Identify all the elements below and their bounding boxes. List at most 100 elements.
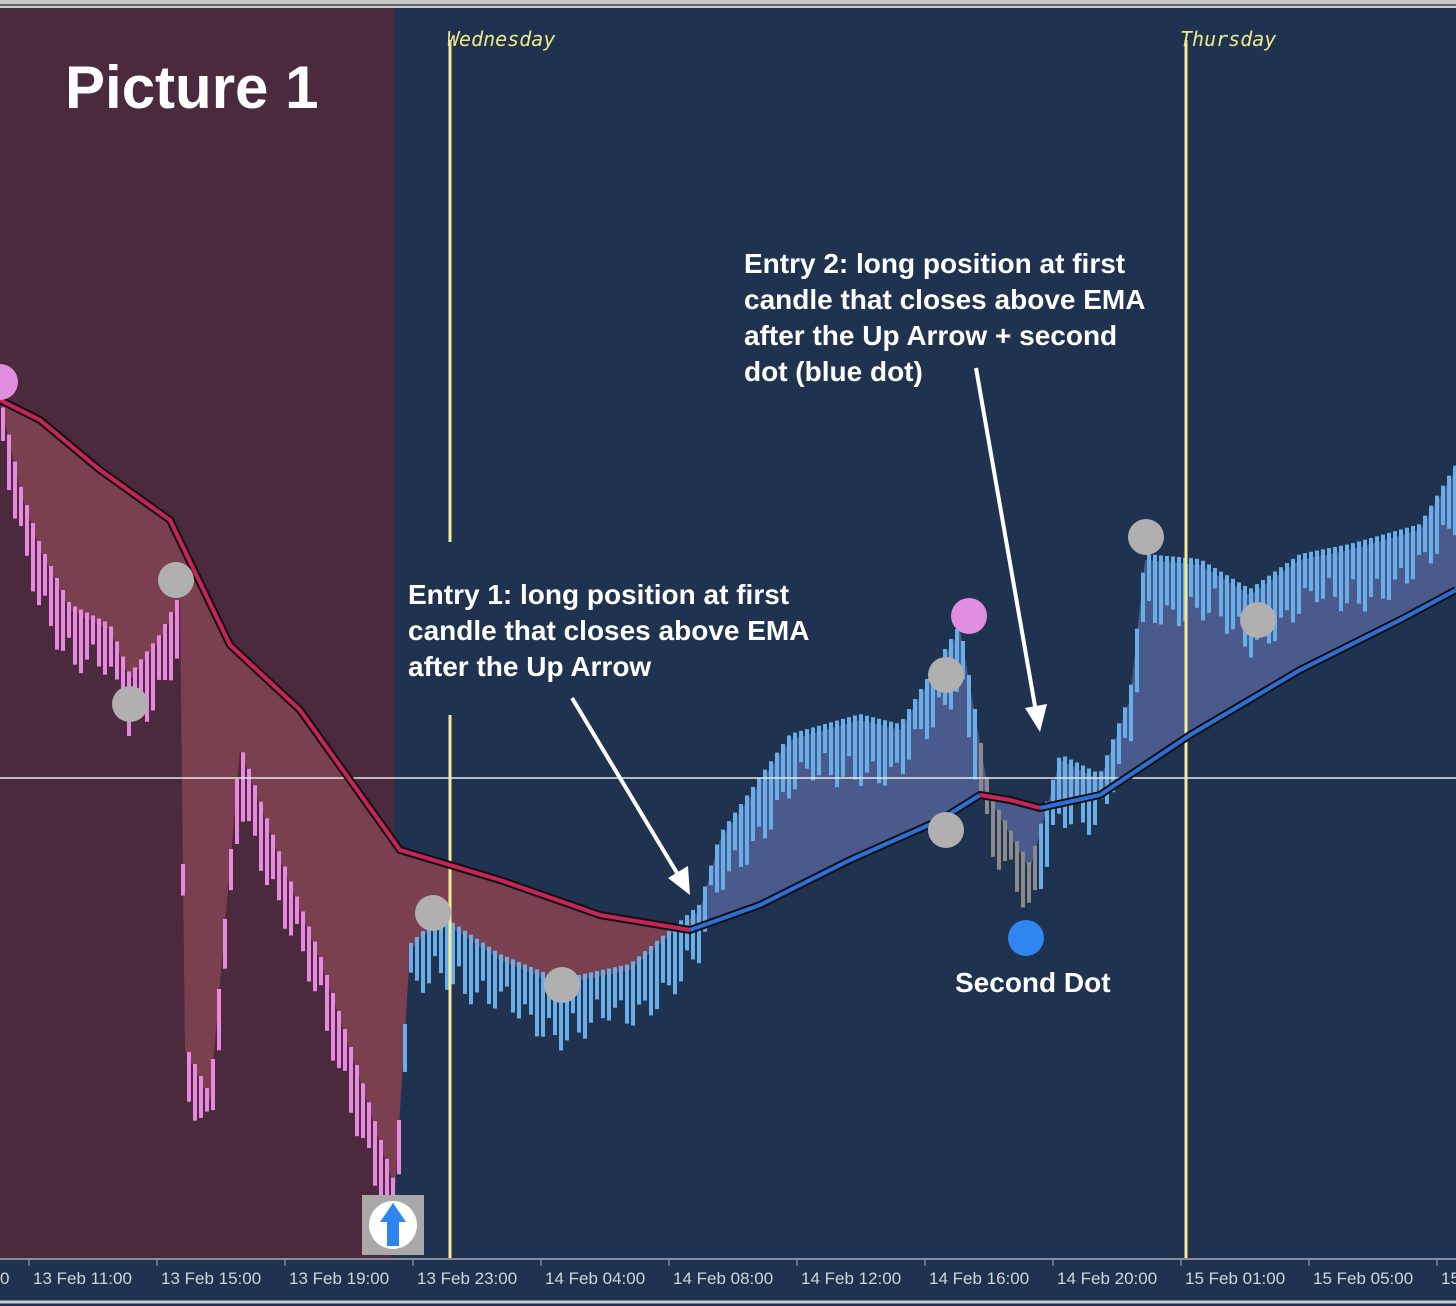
bar [1345, 544, 1349, 604]
bar [1321, 549, 1325, 599]
bar [1027, 862, 1031, 903]
bar [331, 993, 335, 1061]
bar [901, 719, 905, 775]
bar [1039, 823, 1043, 889]
bar [349, 1047, 353, 1113]
bar [1087, 768, 1091, 835]
bar [1075, 762, 1079, 803]
bar [1291, 558, 1295, 623]
bar [97, 618, 101, 667]
bar [271, 834, 275, 880]
bar [889, 721, 893, 767]
bar [739, 804, 743, 867]
bar [1165, 556, 1169, 606]
bar [229, 849, 233, 891]
bar [337, 1011, 341, 1069]
time-label: 14 Feb 08:00 [673, 1269, 773, 1288]
bar [715, 844, 719, 893]
dot [1240, 602, 1276, 638]
bar [1153, 554, 1157, 623]
bar [409, 943, 413, 973]
bar [817, 725, 821, 776]
bar [745, 795, 749, 865]
bar [193, 1064, 197, 1121]
bar [607, 968, 611, 1021]
bar [1069, 759, 1073, 825]
bar [1201, 560, 1205, 621]
bar [19, 487, 23, 527]
up-arrow-icon [362, 1195, 424, 1255]
dot [544, 967, 580, 1003]
bar [535, 969, 539, 1037]
bar [649, 946, 653, 1016]
bar [757, 778, 761, 827]
bar [619, 965, 623, 1001]
bar [721, 829, 725, 890]
bar [793, 732, 797, 790]
bar [829, 722, 833, 776]
bar [55, 578, 59, 650]
bar [955, 629, 959, 692]
bar [1429, 505, 1433, 564]
bar [247, 768, 251, 822]
bar [1, 407, 5, 441]
bar [727, 821, 731, 872]
bar [799, 730, 803, 763]
bar [145, 651, 149, 722]
bar [1357, 541, 1361, 604]
annotation-line: after the Up Arrow [408, 651, 651, 682]
bar [511, 959, 515, 1013]
bar [1003, 820, 1007, 862]
bar [1405, 527, 1409, 584]
time-label: 15 Feb 05:00 [1313, 1269, 1413, 1288]
bar [781, 744, 785, 793]
bar [583, 973, 587, 1039]
time-label: 0 [0, 1269, 9, 1288]
ema-segment [689, 793, 982, 932]
bar [121, 656, 125, 718]
bar [847, 717, 851, 757]
bar [91, 615, 95, 645]
bar [181, 864, 185, 896]
bar [433, 919, 437, 957]
bar [307, 926, 311, 982]
annotation-line: after the Up Arrow + second [744, 320, 1117, 351]
dot [0, 364, 18, 400]
bar [1237, 582, 1241, 617]
ema-segment [0, 398, 691, 932]
bar [187, 1052, 191, 1102]
bar [1381, 534, 1385, 599]
bar [787, 735, 791, 799]
dot [1008, 920, 1044, 956]
bar [61, 590, 65, 651]
time-label: 13 Feb 15:00 [161, 1269, 261, 1288]
time-label: 13 Feb 19:00 [289, 1269, 389, 1288]
bar [775, 752, 779, 801]
bar [637, 956, 641, 1005]
bar [1369, 538, 1373, 597]
bar [505, 956, 509, 987]
bar [343, 1029, 347, 1071]
bar [403, 1024, 407, 1072]
bar [655, 940, 659, 1010]
ema-line [0, 396, 1456, 934]
day-label: Thursday [1180, 27, 1276, 51]
bar [979, 743, 983, 800]
bar [661, 935, 665, 983]
time-label: 14 Feb 04:00 [545, 1269, 645, 1288]
dot [415, 895, 451, 931]
bar [1063, 756, 1067, 828]
bar [205, 1088, 209, 1112]
bar [115, 641, 119, 680]
bar [1387, 532, 1391, 600]
bar [1363, 539, 1367, 612]
dot [928, 812, 964, 848]
dot [951, 598, 987, 634]
bar [79, 609, 83, 674]
bar [835, 720, 839, 788]
bar [445, 918, 449, 990]
bar [679, 920, 683, 982]
bar [1009, 830, 1013, 860]
bar [553, 976, 557, 1036]
